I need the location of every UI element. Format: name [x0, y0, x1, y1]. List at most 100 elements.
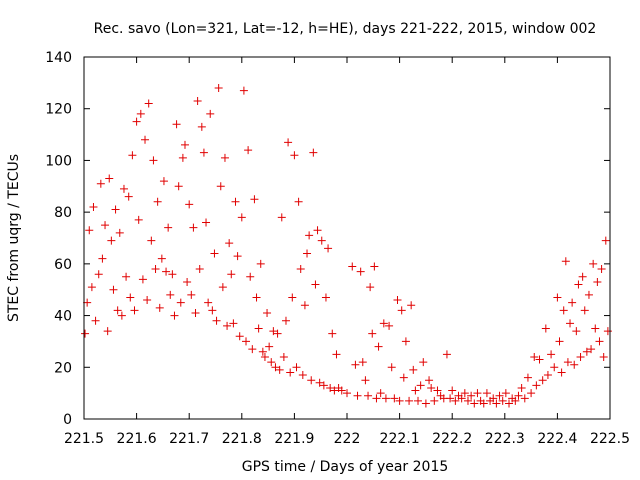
data-point	[467, 391, 476, 400]
x-tick-label: 221.8	[222, 431, 262, 447]
data-point	[591, 324, 600, 333]
data-point	[81, 329, 90, 338]
data-point	[399, 373, 408, 382]
data-point	[197, 122, 206, 131]
data-point	[185, 200, 194, 209]
data-point	[141, 135, 150, 144]
data-point	[208, 306, 217, 315]
data-point	[566, 319, 575, 328]
y-tick-label: 40	[54, 309, 72, 325]
data-point	[601, 236, 610, 245]
data-point	[563, 358, 572, 367]
data-point	[136, 109, 145, 118]
data-point	[296, 265, 305, 274]
data-point	[153, 197, 162, 206]
x-tick-label: 222.3	[485, 431, 525, 447]
data-point	[172, 120, 181, 129]
data-point	[134, 215, 143, 224]
data-point	[290, 151, 299, 160]
data-point	[570, 360, 579, 369]
data-point	[395, 396, 404, 405]
data-point	[162, 267, 171, 276]
data-point	[460, 389, 469, 398]
data-point	[535, 355, 544, 364]
plot-frame	[83, 56, 611, 420]
data-point	[599, 352, 608, 361]
data-point	[328, 329, 337, 338]
data-point	[115, 228, 124, 237]
data-point	[407, 301, 416, 310]
data-point	[425, 376, 434, 385]
data-point	[124, 192, 133, 201]
data-point	[244, 146, 253, 155]
data-point	[195, 265, 204, 274]
data-point	[589, 259, 598, 268]
data-point	[523, 373, 532, 382]
data-point	[324, 244, 333, 253]
data-point	[550, 363, 559, 372]
data-point	[233, 252, 242, 261]
data-point	[214, 84, 223, 93]
x-tick-label: 222.1	[380, 431, 420, 447]
data-point	[532, 381, 541, 390]
data-point	[514, 391, 523, 400]
data-point	[574, 280, 583, 289]
data-point	[265, 342, 274, 351]
data-point	[258, 347, 267, 356]
data-point	[372, 394, 381, 403]
data-point	[315, 378, 324, 387]
data-point	[416, 381, 425, 390]
data-point	[286, 368, 295, 377]
data-point	[191, 308, 200, 317]
data-point	[273, 329, 282, 338]
data-point	[157, 254, 166, 263]
data-point	[307, 376, 316, 385]
x-tick-label: 221.5	[64, 431, 104, 447]
x-tick-label: 221.9	[274, 431, 314, 447]
data-point	[482, 389, 491, 398]
data-point	[446, 394, 455, 403]
y-tick-label: 20	[54, 360, 72, 376]
data-point	[277, 213, 286, 222]
data-point	[117, 311, 126, 320]
data-point	[275, 365, 284, 374]
data-point	[463, 396, 472, 405]
data-point	[263, 308, 272, 317]
data-point	[520, 394, 529, 403]
data-point	[212, 316, 221, 325]
data-point	[170, 311, 179, 320]
data-point	[479, 399, 488, 408]
data-point	[235, 332, 244, 341]
data-point	[376, 389, 385, 398]
data-point	[390, 394, 399, 403]
data-point	[387, 363, 396, 372]
data-point	[330, 386, 339, 395]
data-point	[87, 283, 96, 292]
data-point	[319, 381, 328, 390]
data-point	[94, 270, 103, 279]
data-point	[351, 360, 360, 369]
data-point	[353, 391, 362, 400]
data-point	[149, 156, 158, 165]
data-point	[159, 177, 168, 186]
data-point	[555, 337, 564, 346]
data-point	[111, 205, 120, 214]
data-point	[305, 231, 314, 240]
data-point	[457, 394, 466, 403]
data-point	[281, 316, 290, 325]
data-point	[189, 223, 198, 232]
data-point	[470, 399, 479, 408]
data-point	[239, 86, 248, 95]
data-point	[593, 277, 602, 286]
data-point	[397, 306, 406, 315]
data-point	[358, 358, 367, 367]
data-point	[584, 290, 593, 299]
data-point	[553, 293, 562, 302]
y-tick-label: 60	[54, 257, 72, 273]
data-point	[138, 275, 147, 284]
data-point	[370, 262, 379, 271]
data-point	[256, 259, 265, 268]
data-point	[405, 396, 414, 405]
